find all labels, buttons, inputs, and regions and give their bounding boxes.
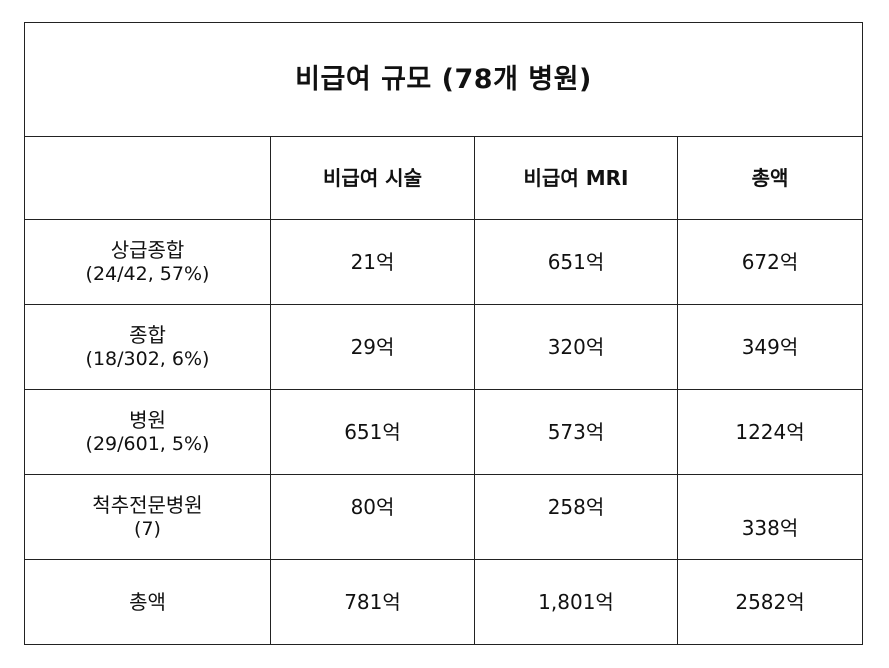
- cell-total: 672억: [677, 219, 863, 305]
- cell-mri: 320억: [474, 304, 678, 390]
- cell-mri: 651억: [474, 219, 678, 305]
- table-row: 상급종합 (24/42, 57%) 21억 651억 672억: [24, 219, 863, 305]
- row-label: 병원: [129, 407, 166, 432]
- cell-mri: 1,801억: [474, 559, 678, 645]
- cell-total: 1224억: [677, 389, 863, 475]
- row-label: 종합: [129, 322, 166, 347]
- header-total: 총액: [677, 136, 863, 220]
- row-label-cell: 척추전문병원 (7): [24, 474, 271, 560]
- cell-procedure: 21억: [270, 219, 475, 305]
- cell-total: 349억: [677, 304, 863, 390]
- cell-total-value: 338억: [741, 515, 799, 540]
- cell-procedure: 29억: [270, 304, 475, 390]
- cell-procedure: 651억: [270, 389, 475, 475]
- header-empty-cell: [24, 136, 271, 220]
- cell-procedure: 781억: [270, 559, 475, 645]
- cell-procedure-value: 80억: [350, 494, 395, 519]
- header-procedure: 비급여 시술: [270, 136, 475, 220]
- cell-mri: 258억: [474, 474, 678, 560]
- row-sublabel: (24/42, 57%): [85, 262, 210, 285]
- table-row-total: 총액 781억 1,801억 2582억: [24, 559, 863, 645]
- cell-total: 2582억: [677, 559, 863, 645]
- table-row: 척추전문병원 (7) 80억 258억 338억: [24, 474, 863, 560]
- row-label-cell: 상급종합 (24/42, 57%): [24, 219, 271, 305]
- row-label-cell: 총액: [24, 559, 271, 645]
- row-label: 총액: [129, 589, 166, 614]
- title-row: 비급여 규모 (78개 병원): [24, 22, 863, 137]
- header-row: 비급여 시술 비급여 MRI 총액: [24, 136, 863, 220]
- row-label-cell: 병원 (29/601, 5%): [24, 389, 271, 475]
- table-title: 비급여 규모 (78개 병원): [24, 22, 863, 137]
- cell-total: 338억: [677, 474, 863, 560]
- summary-table: 비급여 규모 (78개 병원) 비급여 시술 비급여 MRI 총액 상급종합 (…: [24, 22, 863, 645]
- row-sublabel: (7): [134, 517, 161, 540]
- row-label: 상급종합: [110, 237, 185, 262]
- cell-procedure: 80억: [270, 474, 475, 560]
- row-sublabel: (29/601, 5%): [85, 432, 210, 455]
- row-label: 척추전문병원: [92, 492, 203, 517]
- table-row: 종합 (18/302, 6%) 29억 320억 349억: [24, 304, 863, 390]
- table-row: 병원 (29/601, 5%) 651억 573억 1224억: [24, 389, 863, 475]
- cell-mri-value: 258억: [547, 494, 605, 519]
- header-mri: 비급여 MRI: [474, 136, 678, 220]
- row-sublabel: (18/302, 6%): [85, 347, 210, 370]
- cell-mri: 573억: [474, 389, 678, 475]
- row-label-cell: 종합 (18/302, 6%): [24, 304, 271, 390]
